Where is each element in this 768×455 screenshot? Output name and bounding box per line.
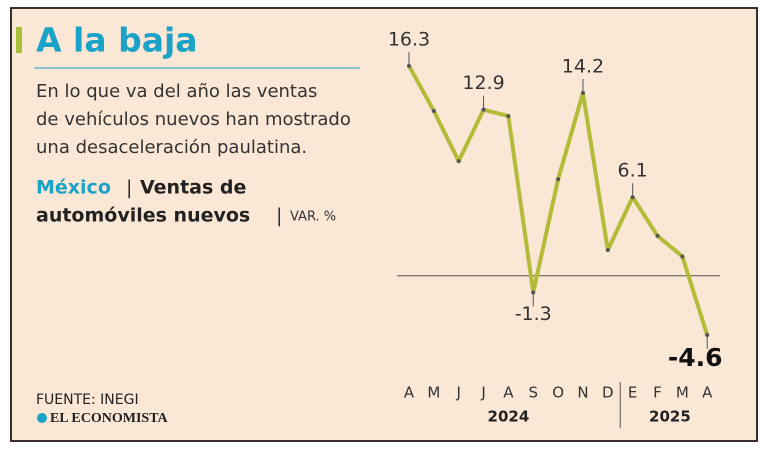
- x-tick-label: N: [577, 384, 588, 402]
- subtitle-line: En lo que va del año las ventas: [36, 81, 317, 102]
- data-label: 14.2: [562, 55, 604, 77]
- region-label: México: [36, 177, 111, 199]
- x-tick-label: A: [702, 384, 713, 402]
- point: [680, 254, 685, 259]
- point: [431, 108, 436, 113]
- point: [456, 159, 461, 164]
- x-tick-label: F: [653, 384, 662, 402]
- point: [605, 248, 610, 252]
- subtitle-line: una desaceleración paulatina.: [36, 137, 307, 158]
- source: FUENTE: INEGI: [36, 392, 139, 408]
- x-tick-label: D: [602, 384, 614, 402]
- x-tick-label: J: [455, 384, 460, 402]
- x-tick-label: O: [552, 384, 564, 402]
- year-label: 2024: [488, 408, 530, 426]
- point: [506, 114, 511, 119]
- measure-label: automóviles nuevos: [36, 205, 250, 227]
- x-tick-label: J: [480, 384, 485, 402]
- x-tick-label: S: [528, 384, 538, 402]
- x-tick-label: A: [404, 384, 415, 402]
- subtitle-line: de vehículos nuevos han mostrado: [36, 109, 351, 130]
- x-tick-label: M: [427, 384, 440, 402]
- unit-label: VAR. %: [290, 210, 336, 225]
- x-tick-label: M: [676, 384, 689, 402]
- separator: |: [126, 177, 132, 199]
- brand: EL ECONOMISTA: [50, 411, 168, 426]
- x-tick-label: A: [503, 384, 514, 402]
- data-label: -4.6: [668, 343, 723, 372]
- frame: [10, 7, 758, 442]
- point: [556, 177, 561, 182]
- separator: |: [276, 205, 282, 227]
- data-label: 12.9: [462, 72, 504, 94]
- title-accent: [16, 27, 22, 53]
- data-label: 6.1: [618, 160, 648, 182]
- brand-icon: [37, 413, 47, 423]
- data-label: -1.3: [515, 303, 552, 325]
- x-tick-label: E: [628, 384, 637, 402]
- year-label: 2025: [649, 408, 691, 426]
- chart-title: A la baja: [36, 21, 198, 60]
- point: [655, 233, 660, 238]
- measure-label: Ventas de: [140, 177, 246, 199]
- data-label: 16.3: [388, 28, 430, 50]
